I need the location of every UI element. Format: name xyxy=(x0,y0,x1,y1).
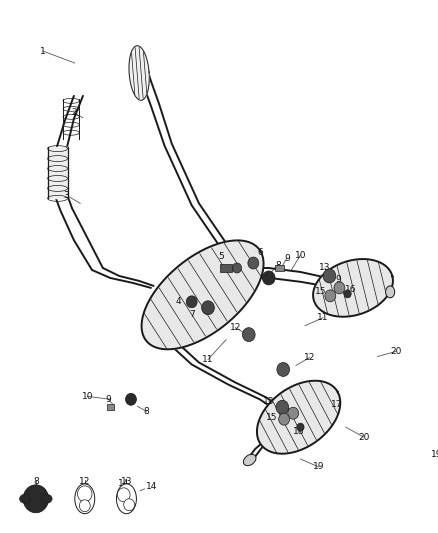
Polygon shape xyxy=(141,240,264,349)
Text: 15: 15 xyxy=(314,287,326,296)
Text: 20: 20 xyxy=(390,347,401,356)
Text: 13: 13 xyxy=(319,263,331,272)
Circle shape xyxy=(126,393,136,405)
Text: 12: 12 xyxy=(79,478,91,487)
Circle shape xyxy=(124,499,134,511)
Text: 13: 13 xyxy=(121,478,132,487)
Text: 8: 8 xyxy=(144,407,149,416)
Bar xyxy=(106,404,114,410)
Text: 19: 19 xyxy=(431,449,438,458)
Circle shape xyxy=(186,296,197,308)
Circle shape xyxy=(243,328,255,342)
Text: 5: 5 xyxy=(218,252,223,261)
Polygon shape xyxy=(313,259,393,317)
Circle shape xyxy=(233,263,241,273)
Text: 13: 13 xyxy=(263,397,275,406)
Text: 10: 10 xyxy=(82,392,93,401)
Text: 8: 8 xyxy=(33,478,39,487)
Circle shape xyxy=(23,485,49,513)
Circle shape xyxy=(279,413,290,425)
Circle shape xyxy=(276,400,289,414)
Ellipse shape xyxy=(244,454,256,466)
Ellipse shape xyxy=(75,484,95,514)
Circle shape xyxy=(344,290,351,298)
Text: 9: 9 xyxy=(281,401,287,410)
Polygon shape xyxy=(48,147,67,198)
Circle shape xyxy=(334,282,345,294)
Text: 1: 1 xyxy=(40,46,46,55)
Circle shape xyxy=(78,486,92,502)
Text: 15: 15 xyxy=(266,413,277,422)
Text: 12: 12 xyxy=(304,353,315,362)
Circle shape xyxy=(288,407,299,419)
Circle shape xyxy=(297,423,304,431)
Text: 18: 18 xyxy=(293,426,304,435)
Ellipse shape xyxy=(117,484,136,514)
Text: 11: 11 xyxy=(202,355,214,364)
Polygon shape xyxy=(129,46,149,100)
Text: 19: 19 xyxy=(313,463,324,472)
Text: 2: 2 xyxy=(71,108,77,117)
Text: 14: 14 xyxy=(146,482,158,491)
Text: 20: 20 xyxy=(358,433,370,442)
Polygon shape xyxy=(257,381,340,454)
Text: 7: 7 xyxy=(189,310,194,319)
Ellipse shape xyxy=(385,286,395,298)
Circle shape xyxy=(262,271,275,285)
Text: 12: 12 xyxy=(230,323,241,332)
Text: 6: 6 xyxy=(258,247,263,256)
Text: 17: 17 xyxy=(331,400,343,409)
Circle shape xyxy=(79,500,90,512)
Ellipse shape xyxy=(41,494,52,503)
Text: 3: 3 xyxy=(64,191,70,200)
Circle shape xyxy=(117,488,130,502)
Circle shape xyxy=(325,290,336,302)
Circle shape xyxy=(277,362,290,376)
Text: 9: 9 xyxy=(106,395,111,404)
Text: 16: 16 xyxy=(345,285,356,294)
Text: 8: 8 xyxy=(275,261,281,270)
Ellipse shape xyxy=(20,494,30,503)
Circle shape xyxy=(323,269,336,283)
Circle shape xyxy=(248,257,259,269)
Circle shape xyxy=(201,301,214,315)
Bar xyxy=(275,264,284,271)
Bar xyxy=(220,264,233,272)
Text: 14: 14 xyxy=(118,479,129,488)
Text: 9: 9 xyxy=(284,254,290,263)
Text: 9: 9 xyxy=(336,276,341,285)
Text: 4: 4 xyxy=(175,297,181,306)
Text: 11: 11 xyxy=(318,313,329,322)
Text: 10: 10 xyxy=(295,251,306,260)
